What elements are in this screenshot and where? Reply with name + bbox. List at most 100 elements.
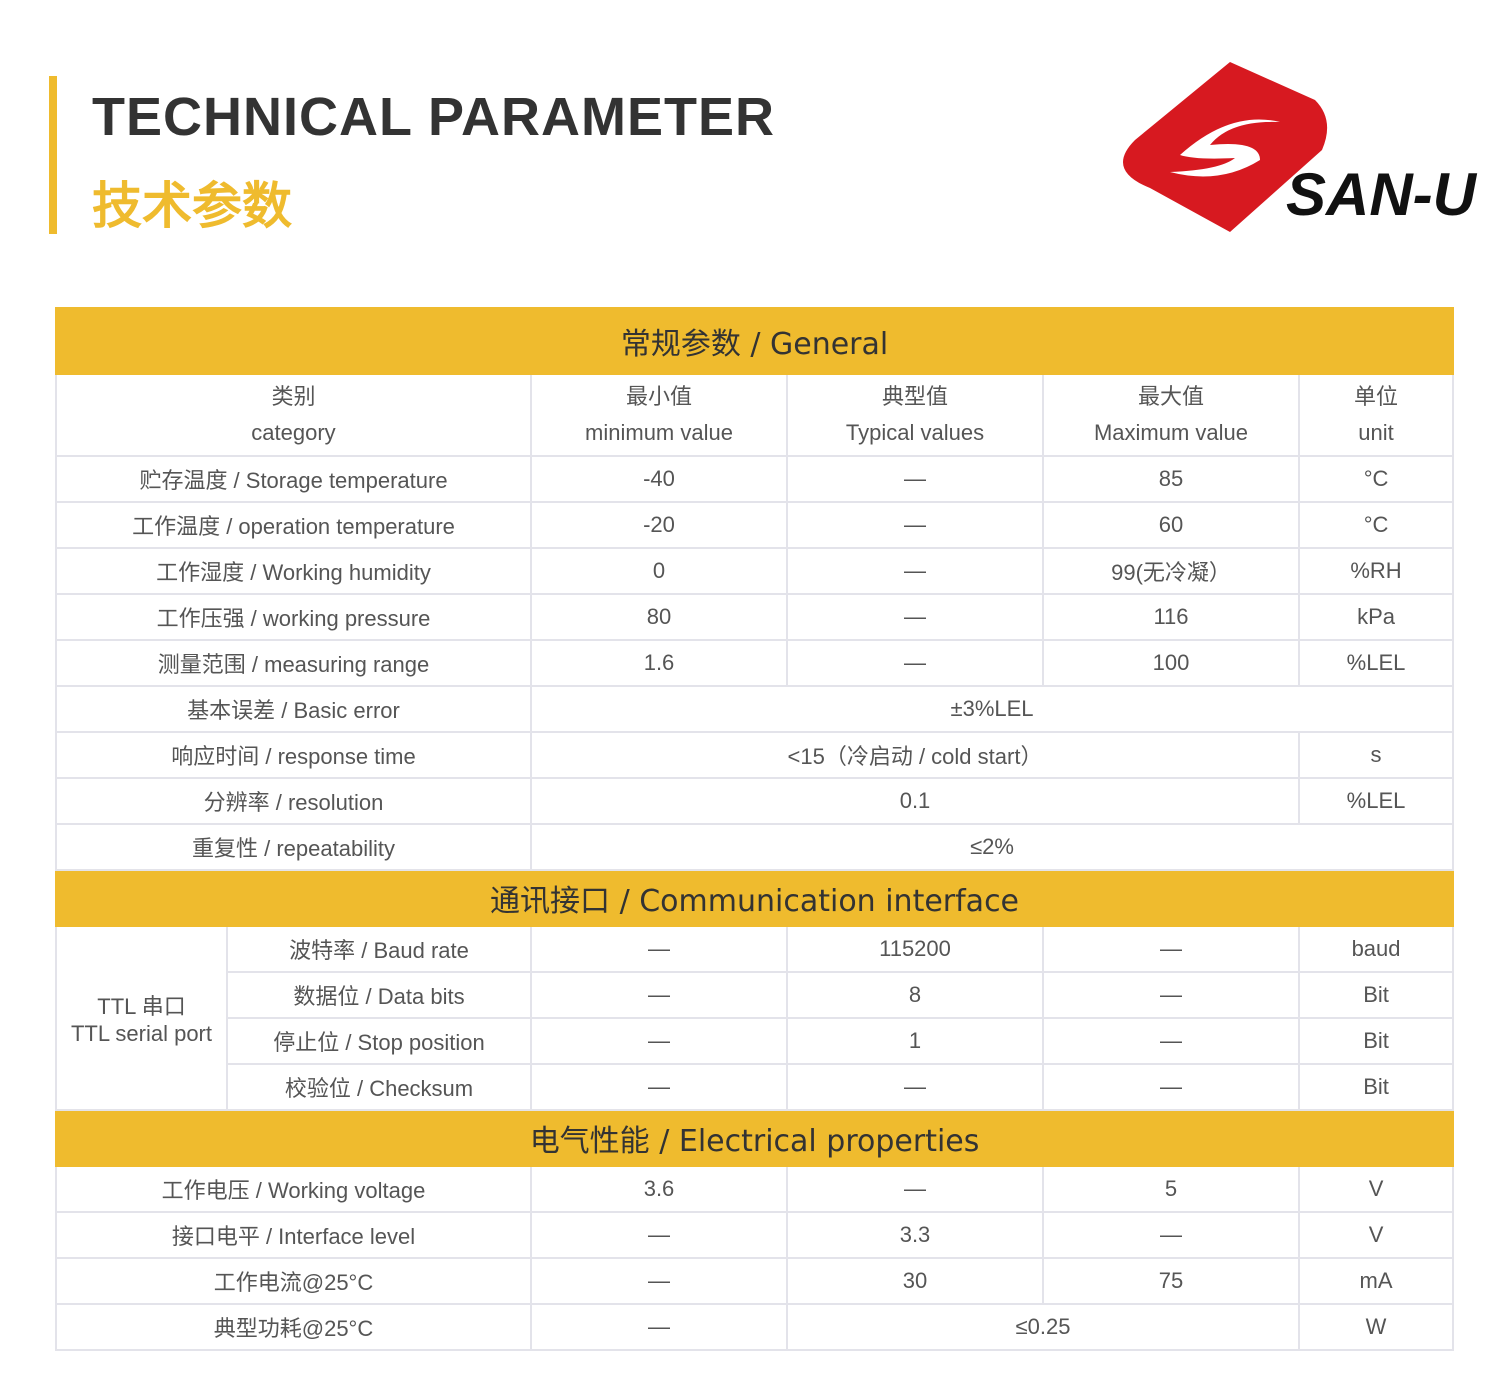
table-cell: baud	[1297, 925, 1455, 973]
row-label: 基本误差 / Basic error	[55, 685, 532, 733]
table-cell: V	[1297, 1165, 1455, 1213]
table-cell: 100	[1042, 639, 1300, 687]
column-header: 最小值 minimum value	[530, 373, 788, 457]
column-header: 最大值 Maximum value	[1042, 373, 1300, 457]
row-label: 工作电流@25°C	[55, 1257, 532, 1305]
table-cell: —	[786, 1165, 1044, 1213]
column-header: 典型值 Typical values	[786, 373, 1044, 457]
table-cell: —	[530, 925, 788, 973]
svg-text:SAN-U: SAN-U	[1286, 161, 1478, 228]
column-header-en: Maximum value	[1093, 420, 1249, 445]
table-row: 工作温度 / operation temperature -20—60 °C	[55, 501, 1455, 549]
table-cell: ≤0.25	[786, 1303, 1300, 1351]
table-cell: °C	[1297, 455, 1455, 503]
table-cell: —	[786, 593, 1044, 641]
column-header-en: Typical values	[845, 420, 985, 445]
table-cell: 85	[1042, 455, 1300, 503]
san-u-logo: SAN-U	[1123, 62, 1478, 232]
group-label-text: TTL 串口	[97, 994, 186, 1019]
table-cell: —	[786, 501, 1044, 549]
table-row: 基本误差 / Basic error ±3%LEL	[55, 685, 1455, 733]
table-cell: —	[786, 547, 1044, 595]
row-label: 工作温度 / operation temperature	[55, 501, 532, 549]
row-label: 工作电压 / Working voltage	[55, 1165, 532, 1213]
table-cell: —	[530, 1257, 788, 1305]
column-header-en: minimum value	[585, 420, 733, 445]
table-cell: —	[530, 1017, 788, 1065]
table-cell: 8	[786, 971, 1044, 1019]
table-cell: —	[1042, 1063, 1300, 1111]
group-label-text: TTL serial port	[70, 1021, 212, 1046]
row-label: 响应时间 / response time	[55, 731, 532, 779]
column-header-zh: 类别	[271, 384, 316, 409]
section-title: 电气性能 / Electrical properties	[54, 1109, 1455, 1167]
table-cell: —	[530, 1063, 788, 1111]
table-cell: —	[1042, 1211, 1300, 1259]
row-label: 典型功耗@25°C	[55, 1303, 532, 1351]
column-header: 单位 unit	[1297, 373, 1455, 457]
table-cell: —	[530, 971, 788, 1019]
row-label: 停止位 / Stop position	[226, 1017, 532, 1065]
row-label: 工作湿度 / Working humidity	[55, 547, 532, 595]
page-title-en: TECHNICAL PARAMETER	[92, 87, 776, 147]
row-label: 校验位 / Checksum	[226, 1063, 532, 1111]
table-cell: —	[1042, 1017, 1300, 1065]
row-label: 测量范围 / measuring range	[55, 639, 532, 687]
table-cell: ≤2%	[529, 823, 1455, 871]
column-header-en: category	[251, 420, 336, 445]
table-cell: ±3%LEL	[529, 685, 1455, 733]
table-cell: 3.6	[530, 1165, 788, 1213]
table-cell: 115200	[786, 925, 1044, 973]
column-header-zh: 典型值	[881, 384, 948, 409]
table-cell: Bit	[1297, 1017, 1455, 1065]
table-cell: —	[1042, 925, 1300, 973]
accent-bar	[49, 76, 57, 234]
table-row: 工作湿度 / Working humidity 0—99(无冷凝） %RH	[55, 547, 1455, 595]
section-header-general: 常规参数 / General	[54, 307, 1455, 375]
table-cell: 30	[786, 1257, 1044, 1305]
table-cell: —	[786, 639, 1044, 687]
table-row: 分辨率 / resolution 0.1 %LEL	[55, 777, 1455, 825]
row-label: 贮存温度 / Storage temperature	[55, 455, 532, 503]
table-cell: %LEL	[1297, 639, 1455, 687]
table-cell: 0.1	[530, 777, 1300, 825]
table-cell: —	[786, 1063, 1044, 1111]
table-cell: —	[530, 1303, 788, 1351]
table-row: 贮存温度 / Storage temperature -40—85 °C	[55, 455, 1455, 503]
table-cell: 0	[530, 547, 788, 595]
table-row: 数据位 / Data bits —8— Bit	[56, 971, 1455, 1019]
table-cell: 1	[786, 1017, 1044, 1065]
column-header-zh: 最小值	[625, 384, 692, 409]
table-row: 重复性 / repeatability ≤2%	[55, 823, 1455, 871]
table-row: 工作电流@25°C —30 75 mA	[55, 1257, 1455, 1305]
table-cell: V	[1297, 1211, 1455, 1259]
section-title: 通讯接口 / Communication interface	[54, 869, 1455, 927]
table-row: 典型功耗@25°C — ≤0.25 W	[55, 1303, 1455, 1351]
table-row: 停止位 / Stop position —1— Bit	[56, 1017, 1455, 1065]
row-label: 波特率 / Baud rate	[226, 925, 532, 973]
table-cell: —	[1042, 971, 1300, 1019]
table-cell: 75	[1042, 1257, 1300, 1305]
table-cell: Bit	[1297, 971, 1455, 1019]
column-header: 类别 category	[55, 373, 532, 457]
column-header-row: 类别 category 最小值 minimum value 典型值 Typical val…	[55, 373, 1455, 457]
table-row: 校验位 / Checksum — — — Bit	[56, 1063, 1455, 1111]
table-row: 工作压强 / working pressure 80—116 kPa	[55, 593, 1455, 641]
section-header-electrical: 电气性能 / Electrical properties	[54, 1109, 1455, 1167]
column-header-en: unit	[1358, 420, 1394, 445]
table-cell: -40	[530, 455, 788, 503]
table-cell: s	[1297, 731, 1455, 779]
row-label: 数据位 / Data bits	[226, 971, 532, 1019]
row-label: 重复性 / repeatability	[55, 823, 532, 871]
section-header-communication: 通讯接口 / Communication interface	[54, 869, 1455, 927]
parameter-table: 常规参数 / General 类别 category 最小值 minimum value…	[54, 307, 1455, 1351]
table-cell: W	[1297, 1303, 1455, 1351]
group-label: TTL 串口 TTL serial port	[55, 925, 228, 1111]
table-cell: %LEL	[1297, 777, 1455, 825]
table-cell: 60	[1042, 501, 1300, 549]
table-cell: <15（冷启动 / cold start）	[530, 731, 1300, 779]
row-label: 工作压强 / working pressure	[55, 593, 532, 641]
table-row: 接口电平 / Interface level —3.3— V	[55, 1211, 1455, 1259]
row-label: 分辨率 / resolution	[55, 777, 532, 825]
table-row: TTL 串口 TTL serial port 波特率 / Baud rate —115…	[55, 925, 1455, 1111]
